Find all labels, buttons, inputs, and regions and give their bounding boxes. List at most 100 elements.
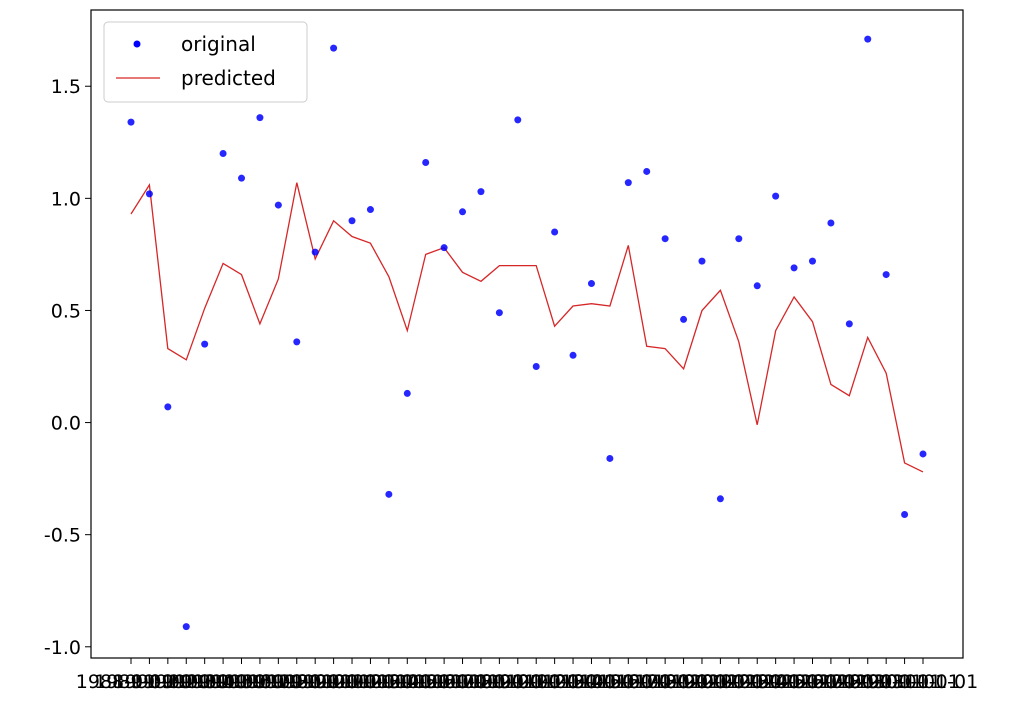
x-tick-label: 2029-01-01	[831, 671, 941, 693]
x-tick-label: 2008-01-01	[444, 671, 554, 693]
x-tick-label: 1994-01-01	[186, 671, 296, 693]
x-tick-label: 2013-01-01	[536, 671, 646, 693]
y-tick-label: 0.5	[51, 300, 81, 322]
original-point	[716, 495, 724, 503]
x-axis: 1988-01-011989-01-011990-01-011991-01-01…	[76, 658, 978, 693]
y-tick-label: -0.5	[44, 525, 81, 547]
x-tick-label: 2009-01-01	[463, 671, 573, 693]
x-tick-label: 2004-01-01	[370, 671, 480, 693]
x-tick-label: 2020-01-01	[665, 671, 775, 693]
original-point	[643, 167, 651, 175]
original-points	[127, 35, 927, 631]
x-tick-label: 2010-01-01	[481, 671, 591, 693]
x-tick-label: 2022-01-01	[702, 671, 812, 693]
original-point	[164, 403, 172, 411]
x-tick-label: 2014-01-01	[555, 671, 665, 693]
original-point	[735, 235, 743, 243]
x-tick-label: 2016-01-01	[592, 671, 702, 693]
original-point	[845, 320, 853, 328]
x-tick-label: 2025-01-01	[757, 671, 867, 693]
x-tick-label: 1999-01-01	[278, 671, 388, 693]
x-tick-label: 1995-01-01	[205, 671, 315, 693]
x-tick-label: 2019-01-01	[647, 671, 757, 693]
y-axis: 1.5 1.0 0.5 0.0 -0.5 -1.0	[44, 76, 91, 659]
original-point	[551, 228, 559, 236]
original-point	[495, 309, 503, 317]
x-tick-label: 1988-01-01	[76, 671, 186, 693]
x-tick-label: 2000-01-01	[297, 671, 407, 693]
x-tick-label: 2024-01-01	[739, 671, 849, 693]
x-tick-label: 1989-01-01	[94, 671, 204, 693]
legend-original-label: original	[181, 32, 256, 56]
x-tick-label: 2015-01-01	[573, 671, 683, 693]
original-point	[145, 190, 153, 198]
original-point	[459, 208, 467, 216]
x-tick-label: 1993-01-01	[168, 671, 278, 693]
x-tick-label: 2030-01-01	[849, 671, 959, 693]
original-point	[532, 363, 540, 371]
x-tick-label: 2023-01-01	[720, 671, 830, 693]
x-tick-label: 2028-01-01	[813, 671, 923, 693]
x-tick-label: 1996-01-01	[223, 671, 333, 693]
original-point	[274, 201, 282, 209]
legend: original predicted	[103, 21, 308, 103]
original-point	[827, 219, 835, 227]
x-tick-label: 1990-01-01	[113, 671, 223, 693]
x-tick-label: 2002-01-01	[334, 671, 444, 693]
original-point	[790, 264, 798, 272]
original-point	[882, 271, 890, 279]
x-tick-label: 1992-01-01	[149, 671, 259, 693]
original-point	[330, 44, 338, 52]
x-tick-label: 2012-01-01	[518, 671, 628, 693]
plot-frame	[90, 9, 964, 659]
x-tick-label: 2006-01-01	[407, 671, 517, 693]
y-tick-label: 1.5	[51, 76, 81, 98]
original-point	[219, 150, 227, 158]
original-point	[772, 192, 780, 200]
x-tick-label: 2031-01-01	[868, 671, 978, 693]
x-tick-label: 2005-01-01	[389, 671, 499, 693]
original-point	[606, 454, 614, 462]
original-point	[366, 206, 374, 214]
x-tick-label: 2026-01-01	[776, 671, 886, 693]
original-point	[348, 217, 356, 225]
original-point	[661, 235, 669, 243]
x-tick-label: 2027-01-01	[794, 671, 904, 693]
original-point	[901, 510, 909, 518]
x-tick-label: 2007-01-01	[426, 671, 536, 693]
x-tick-label: 2017-01-01	[610, 671, 720, 693]
y-tick-label: 1.0	[51, 188, 81, 210]
original-point	[182, 623, 190, 631]
original-point	[680, 315, 688, 323]
x-tick-label: 1991-01-01	[131, 671, 241, 693]
original-point	[201, 340, 209, 348]
original-point	[514, 116, 522, 124]
original-point	[624, 179, 632, 187]
x-tick-label: 2018-01-01	[628, 671, 738, 693]
original-point	[919, 450, 927, 458]
original-point	[587, 280, 595, 288]
x-tick-label: 2021-01-01	[684, 671, 794, 693]
predicted-line	[130, 182, 924, 473]
original-point	[569, 351, 577, 359]
y-tick-label: -1.0	[44, 637, 81, 659]
original-point	[753, 282, 761, 290]
legend-box	[103, 21, 308, 103]
original-point	[477, 188, 485, 196]
x-tick-label: 1997-01-01	[242, 671, 352, 693]
original-point	[422, 158, 430, 166]
y-tick-label: 0.0	[51, 413, 81, 435]
legend-predicted-label: predicted	[181, 66, 276, 90]
original-point	[256, 114, 264, 122]
original-point	[293, 338, 301, 346]
original-point	[385, 490, 393, 498]
original-point	[127, 118, 135, 126]
original-point	[698, 257, 706, 265]
plot-background	[91, 10, 963, 658]
x-tick-label: 1998-01-01	[260, 671, 370, 693]
original-point	[238, 174, 246, 182]
x-tick-label: 2001-01-01	[315, 671, 425, 693]
original-point	[864, 35, 872, 43]
x-tick-label: 2011-01-01	[499, 671, 609, 693]
